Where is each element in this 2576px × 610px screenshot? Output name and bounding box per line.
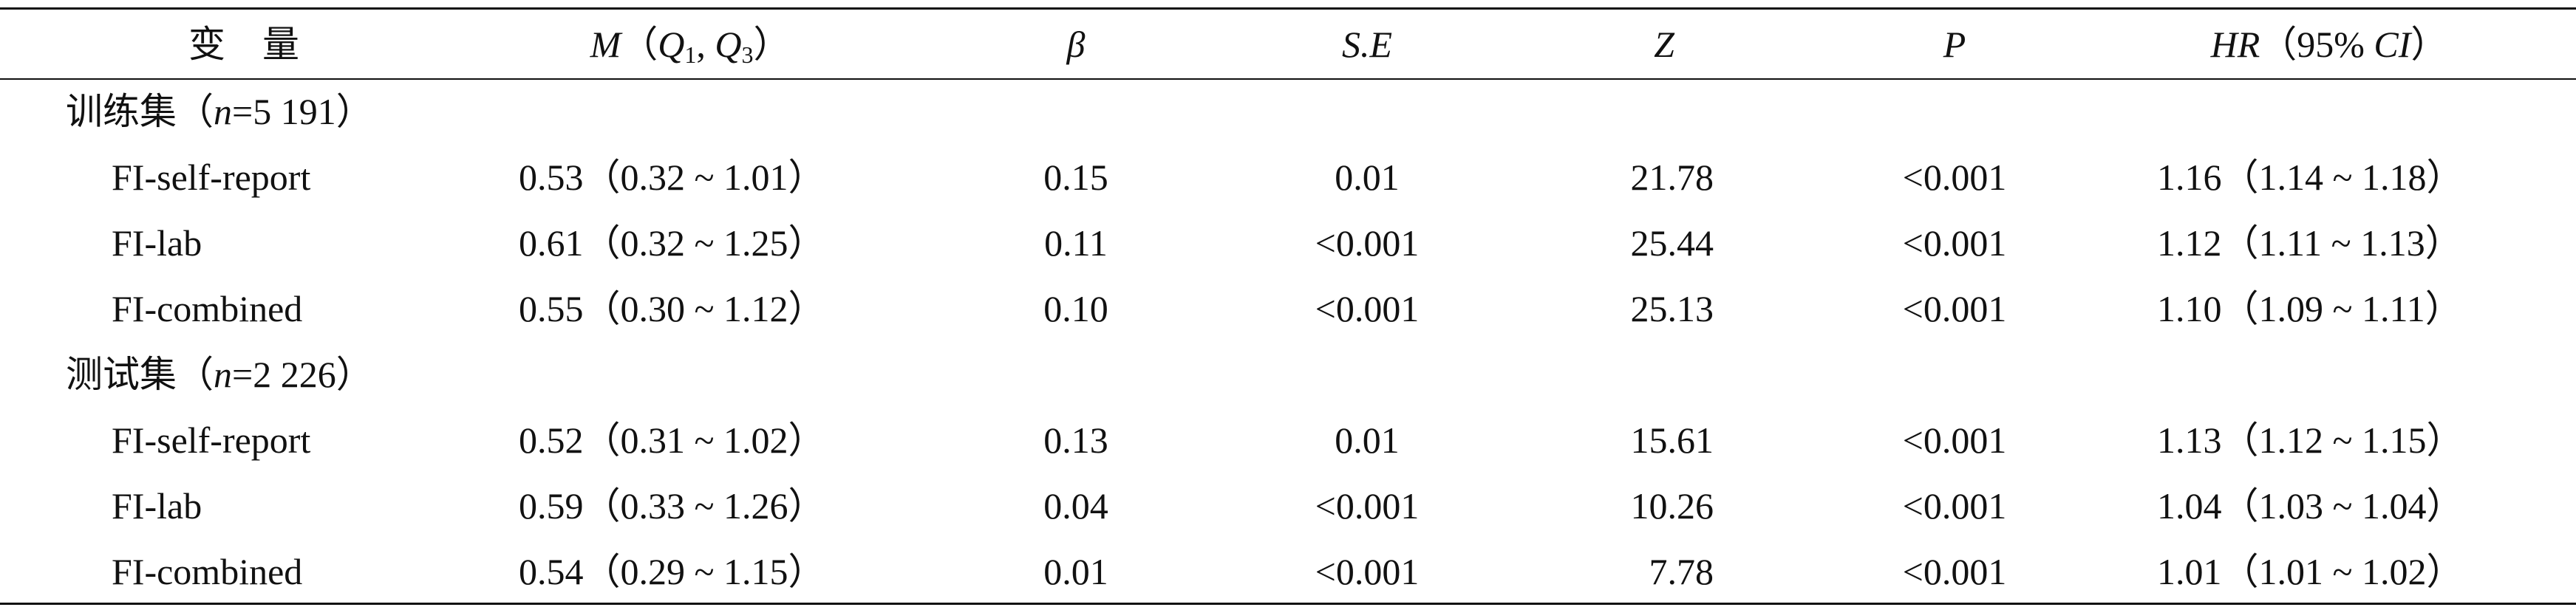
- header-part: HR: [2210, 24, 2260, 65]
- cell: 7.78: [1649, 551, 1714, 592]
- cell: 1.10（1.09 ~ 1.11）: [2157, 288, 2462, 329]
- group-label-part: =5 191）: [232, 91, 373, 132]
- cell: 0.59（0.33 ~ 1.26）: [519, 485, 825, 527]
- header-part: ）: [753, 24, 791, 65]
- header-cell: P: [1943, 24, 1966, 65]
- cell: 0.10: [1043, 288, 1108, 329]
- cell: <0.001: [1902, 551, 2007, 592]
- header-part: ,: [696, 24, 715, 65]
- group-label: 测试集（n=2 226）: [66, 352, 373, 397]
- header-part: Q: [658, 24, 685, 65]
- cell: 0.15: [1043, 157, 1108, 198]
- cell: <0.001: [1315, 551, 1420, 592]
- header-part: CI: [2374, 24, 2411, 65]
- cell: <0.001: [1902, 419, 2007, 461]
- cell: 25.13: [1630, 288, 1714, 329]
- cell: 0.13: [1043, 419, 1108, 461]
- cell: 1.12（1.11 ~ 1.13）: [2157, 222, 2462, 264]
- cell: 1.13（1.12 ~ 1.15）: [2157, 419, 2464, 461]
- bottom-rule: [0, 603, 2576, 605]
- row-label: FI-combined: [112, 551, 303, 592]
- cell: 0.55（0.30 ~ 1.12）: [519, 288, 825, 329]
- cell: <0.001: [1902, 157, 2007, 198]
- row-label: FI-combined: [112, 288, 303, 329]
- header-part: Q: [715, 24, 742, 65]
- header-rule: [0, 78, 2576, 80]
- row-label: FI-self-report: [112, 419, 311, 461]
- group-label-part: 训练集（: [66, 91, 214, 132]
- cell: <0.001: [1315, 485, 1420, 527]
- header-cell: HR（95% CI）: [2211, 22, 2448, 66]
- cell: 0.53（0.32 ~ 1.01）: [519, 157, 825, 198]
- top-rule: [0, 7, 2576, 10]
- header-part: 1: [684, 41, 697, 68]
- cell: 0.01: [1043, 551, 1108, 592]
- group-label-part: n: [214, 91, 232, 132]
- header-part: ）: [2410, 24, 2448, 65]
- cell: 25.44: [1630, 222, 1714, 264]
- header-part: 3: [741, 41, 754, 68]
- row-label: FI-lab: [112, 222, 202, 264]
- header-cell: β: [1066, 24, 1086, 65]
- header-cell: Z: [1654, 24, 1674, 65]
- cell: 21.78: [1630, 157, 1714, 198]
- cell: <0.001: [1902, 222, 2007, 264]
- cell: <0.001: [1902, 288, 2007, 329]
- cell: <0.001: [1315, 288, 1420, 329]
- cell: 0.04: [1043, 485, 1108, 527]
- cell: 1.01（1.01 ~ 1.02）: [2157, 551, 2464, 592]
- cell: <0.001: [1902, 485, 2007, 527]
- header-cell: S.E: [1341, 24, 1393, 65]
- header-part: M: [590, 24, 621, 65]
- row-label: FI-self-report: [112, 157, 311, 198]
- cell: 0.54（0.29 ~ 1.15）: [519, 551, 825, 592]
- cell: 1.04（1.03 ~ 1.04）: [2157, 485, 2464, 527]
- cell: 1.16（1.14 ~ 1.18）: [2157, 157, 2464, 198]
- cell: 0.01: [1335, 419, 1400, 461]
- row-label: FI-lab: [112, 485, 202, 527]
- cell: 0.52（0.31 ~ 1.02）: [519, 419, 825, 461]
- cell: 0.01: [1335, 157, 1400, 198]
- cell: 10.26: [1630, 485, 1714, 527]
- group-label-part: n: [214, 354, 232, 395]
- header-cell: 变 量: [188, 24, 299, 65]
- cell: 0.11: [1044, 222, 1108, 264]
- group-label: 训练集（n=5 191）: [66, 89, 373, 134]
- cell: 15.61: [1630, 419, 1714, 461]
- group-label-part: 测试集（: [66, 354, 214, 395]
- group-label-part: =2 226）: [232, 354, 373, 395]
- header-part: （: [621, 24, 658, 65]
- header-part: （95%: [2260, 24, 2374, 65]
- cell: 0.61（0.32 ~ 1.25）: [519, 222, 825, 264]
- cell: <0.001: [1315, 222, 1420, 264]
- header-cell: M（Q1, Q3）: [590, 22, 791, 68]
